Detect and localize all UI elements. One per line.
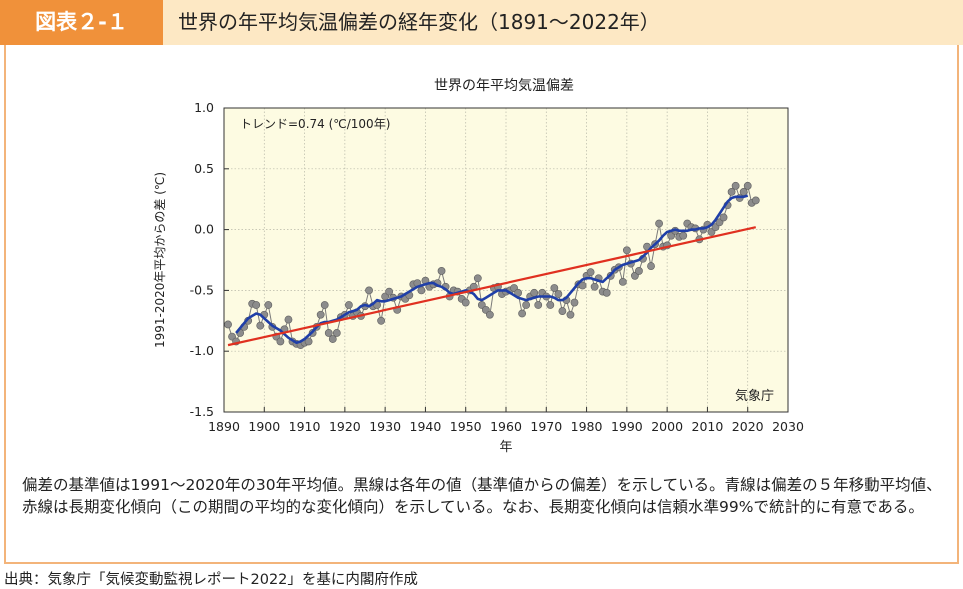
figure-header: 図表２-１ 世界の年平均気温偏差の経年変化（1891～2022年） [0,0,963,45]
annual-point [655,219,663,228]
y-tick-label: 0.0 [194,222,214,237]
annual-point [485,310,494,319]
annual-point [332,329,341,337]
trend-annotation: トレンド=0.74 (℃/100年) [240,117,390,131]
annual-point [679,231,688,240]
figure-source: 出典：気象庁「気候変動監視レポート2022」を基に内閣府作成 [4,572,418,588]
y-tick-label: 0.5 [194,161,214,176]
annual-point [570,298,579,307]
annual-point [256,321,265,330]
y-tick-label: -1.0 [190,343,214,358]
y-tick-label: -0.5 [190,282,214,297]
annual-point [554,290,563,298]
temperature-anomaly-chart: 世界の年平均気温偏差 1890 1900 1910 1920 1930 1940 1950 1… [153,78,804,455]
annual-point [586,268,595,277]
annual-point [437,267,446,275]
annual-point [365,286,373,295]
y-tick-labels: -1.5 -1.0 -0.5 0.0 0.5 1.0 [190,100,214,419]
x-axis-label: 年 [499,440,512,455]
annual-point [473,274,482,283]
x-tick-label: 1940 [410,419,442,434]
annual-point [304,337,313,346]
annual-point [550,284,559,292]
annual-point [751,196,760,205]
annual-point [635,267,643,275]
annual-point [224,320,232,329]
annual-point [602,288,611,297]
annual-point [518,309,527,318]
series-trend-line [227,226,757,347]
annual-point [461,298,470,307]
x-tick-label: 2030 [772,419,804,434]
x-tick-label: 1930 [369,419,401,434]
annual-point [417,286,426,295]
y-tick-label: 1.0 [194,100,214,115]
figure-number-badge: 図表２-１ [0,0,163,45]
annual-point [328,335,337,343]
annual-point [324,329,333,337]
annual-point [264,301,273,309]
x-tick-label: 1970 [530,419,562,434]
figure-description: 偏差の基準値は1991～2020年の30年平均値。黒線は各年の値（基準値からの偏… [22,476,942,516]
annual-point [546,301,555,309]
x-tick-label: 2020 [732,419,764,434]
annual-point [385,287,394,296]
figure-title: 世界の年平均気温偏差の経年変化（1891～2022年） [178,10,660,34]
annual-point [647,262,655,270]
annual-point [530,288,539,297]
annual-point [320,301,329,309]
annual-point [578,281,587,290]
annual-point [731,181,740,190]
x-tick-labels: 1890 1900 1910 1920 1930 1940 1950 1960 1970 1980… [208,419,804,434]
annual-point [743,181,752,190]
x-tick-label: 1980 [571,419,603,434]
annual-point [719,213,728,222]
x-tick-label: 1920 [329,419,361,434]
annual-point [284,315,293,324]
x-tick-label: 2010 [692,419,724,434]
x-tick-label: 1950 [450,419,482,434]
annual-point [727,188,736,196]
annual-point [618,277,627,286]
chart-credit: 気象庁 [735,388,774,404]
chart-title: 世界の年平均気温偏差 [434,78,574,94]
x-tick-label: 1960 [490,419,522,434]
annual-point [252,301,261,309]
x-tick-label: 1990 [611,419,643,434]
series-moving-average-line [235,194,749,345]
x-tick-label: 1900 [248,419,280,434]
annual-point [522,301,531,309]
x-tick-label: 2000 [651,419,683,434]
annual-point [622,246,631,255]
annual-point [377,316,386,325]
x-tick-label: 1890 [208,419,240,434]
annual-point [566,310,575,319]
x-tick-label: 1910 [289,419,321,434]
annual-point [534,301,543,309]
annual-point [316,310,325,319]
annual-point [276,337,285,346]
annual-point [558,307,567,315]
y-tick-label: -1.5 [190,404,214,419]
annual-point [590,282,599,291]
y-axis-label: 1991-2020年平均からの差 (℃) [153,172,167,348]
annual-point [344,301,353,309]
